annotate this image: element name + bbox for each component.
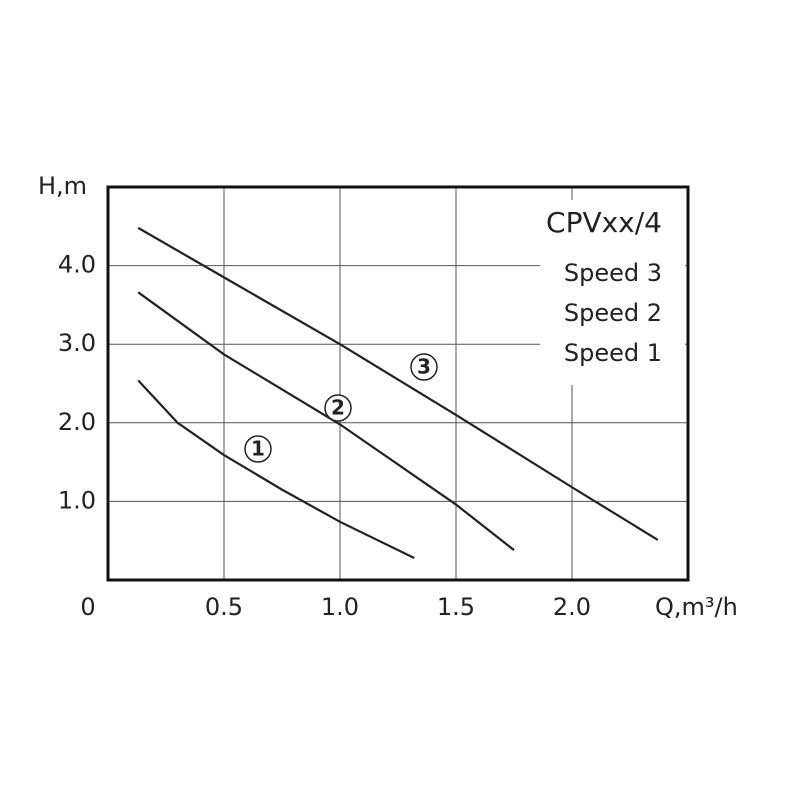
y-axis-label: H,m [38,172,87,200]
curve-label-circle [244,435,272,463]
legend-entry: Speed 1 [564,339,662,367]
x-tick-label: 0 [80,593,95,621]
curve-label: 3 [417,355,431,379]
legend-entry: Speed 2 [564,299,662,327]
curve [137,226,659,541]
y-tick-label: 2.0 [58,408,96,436]
x-axis-label: Q,m³/h [655,593,738,621]
curve-label: 2 [331,396,345,420]
x-tick-label: 1.0 [321,593,359,621]
y-tick-label: 1.0 [58,486,96,514]
plot-frame [106,185,690,582]
legend-background [540,200,685,385]
curve-label: 1 [251,437,265,461]
legend-entry: Speed 3 [564,259,662,287]
x-tick-label: 0.5 [205,593,243,621]
x-tick-label: 2.0 [553,593,591,621]
x-tick-label: 1.5 [437,593,475,621]
curve-label-circle [324,394,352,422]
y-tick-label: 3.0 [58,329,96,357]
curve-label-circle [410,353,438,381]
curve [137,379,415,559]
annotation: CPVxx/4 [546,206,662,239]
y-tick-label: 4.0 [58,251,96,279]
curve [137,291,515,551]
